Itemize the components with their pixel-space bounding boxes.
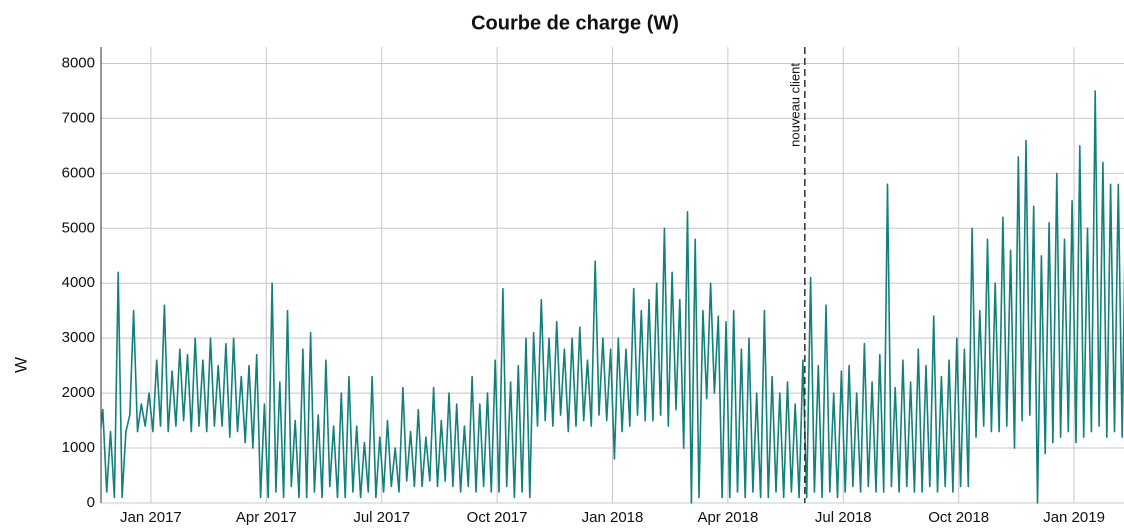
annotation-text: nouveau client	[787, 63, 802, 147]
x-tick-label: Jan 2017	[120, 509, 182, 526]
x-tick-label: Jul 2018	[815, 509, 872, 526]
grid: 0 1000 2000 3000 4000 5000 6000 7000 8000 Jan 201…	[62, 47, 1124, 526]
y-tick-label: 6000	[62, 164, 95, 181]
y-tick-label: 4000	[62, 274, 95, 291]
y-tick-label: 8000	[62, 54, 95, 71]
y-tick-label: 1000	[62, 439, 95, 456]
load-line	[101, 90, 1124, 504]
x-tick-label: Jan 2018	[582, 509, 644, 526]
plot-area	[101, 90, 1124, 504]
y-tick-label: 7000	[62, 109, 95, 126]
y-axis-label: W	[11, 357, 30, 373]
y-tick-label: 0	[87, 494, 95, 511]
x-tick-label: Oct 2018	[928, 509, 989, 526]
chart-title: Courbe de charge (W)	[471, 12, 679, 34]
x-tick-label: Apr 2018	[697, 509, 758, 526]
x-tick-label: Oct 2017	[467, 509, 528, 526]
x-tick-label: Jul 2017	[353, 509, 410, 526]
x-tick-label: Jan 2019	[1043, 509, 1105, 526]
x-tick-label: Apr 2017	[236, 509, 297, 526]
y-tick-label: 5000	[62, 219, 95, 236]
y-tick-label: 3000	[62, 329, 95, 346]
y-tick-label: 2000	[62, 384, 95, 401]
overlay: nouveau client	[787, 47, 806, 503]
